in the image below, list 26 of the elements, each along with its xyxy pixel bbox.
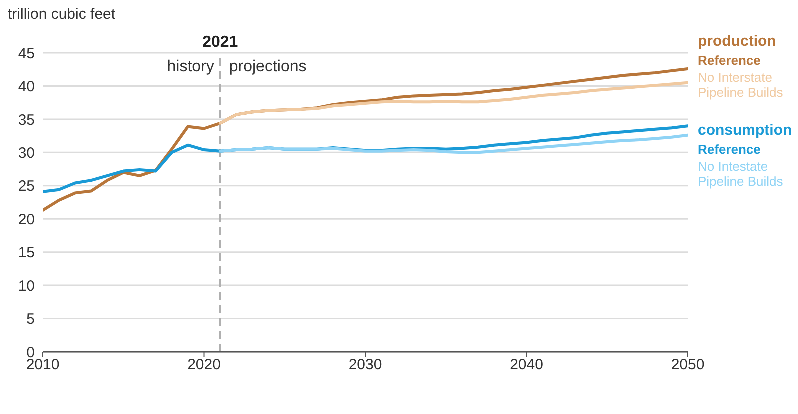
y-tick-label: 20 — [18, 211, 35, 228]
annotation: history — [167, 58, 214, 76]
series-label: Reference — [698, 53, 762, 68]
series-label: Reference — [698, 142, 762, 157]
x-tick-label: 2040 — [510, 356, 544, 374]
y-axis-title: trillion cubic feet — [8, 6, 116, 23]
series-label: No Interstate Pipeline Builds — [698, 70, 784, 100]
ref-line-label: 2021 — [202, 34, 238, 51]
annotation: projections — [229, 58, 307, 76]
line-series — [218, 134, 688, 154]
x-tick-label: 2030 — [348, 356, 382, 374]
y-tick-label: 30 — [18, 144, 35, 162]
line-series — [218, 81, 688, 125]
y-tick-label: 5 — [26, 311, 35, 328]
text: consumption — [698, 122, 794, 140]
y-tick-label: 25 — [18, 178, 35, 196]
x-tick-label: 2050 — [671, 356, 705, 374]
y-tick-label: 10 — [18, 278, 35, 295]
x-tick-label: 2020 — [188, 356, 221, 374]
y-tick-label: 35 — [18, 112, 35, 129]
y-tick-label: 40 — [18, 78, 35, 96]
x-tick-label: 2010 — [26, 356, 60, 374]
text: production — [698, 33, 778, 51]
y-tick-label: 15 — [18, 244, 35, 262]
series-label: No Intestate Pipeline Builds — [698, 159, 784, 189]
y-tick-label: 45 — [18, 45, 35, 62]
